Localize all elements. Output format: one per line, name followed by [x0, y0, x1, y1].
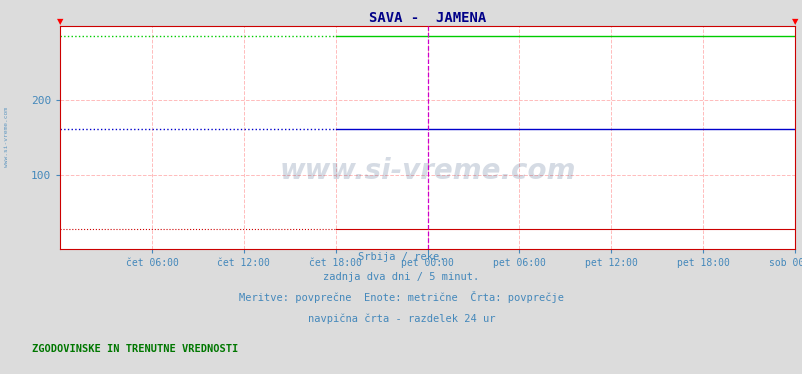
Text: navpična črta - razdelek 24 ur: navpična črta - razdelek 24 ur [307, 313, 495, 324]
Text: ▼: ▼ [791, 17, 797, 26]
Text: www.si-vreme.com: www.si-vreme.com [279, 157, 575, 185]
Text: ▼: ▼ [57, 17, 63, 26]
Title: SAVA -  JAMENA: SAVA - JAMENA [368, 11, 486, 25]
Text: www.si-vreme.com: www.si-vreme.com [4, 107, 9, 168]
Text: Srbija / reke.: Srbija / reke. [358, 252, 444, 262]
Text: Meritve: povprečne  Enote: metrične  Črta: povprečje: Meritve: povprečne Enote: metrične Črta:… [239, 291, 563, 303]
Text: ZGODOVINSKE IN TRENUTNE VREDNOSTI: ZGODOVINSKE IN TRENUTNE VREDNOSTI [32, 344, 238, 355]
Text: zadnja dva dni / 5 minut.: zadnja dva dni / 5 minut. [323, 273, 479, 282]
